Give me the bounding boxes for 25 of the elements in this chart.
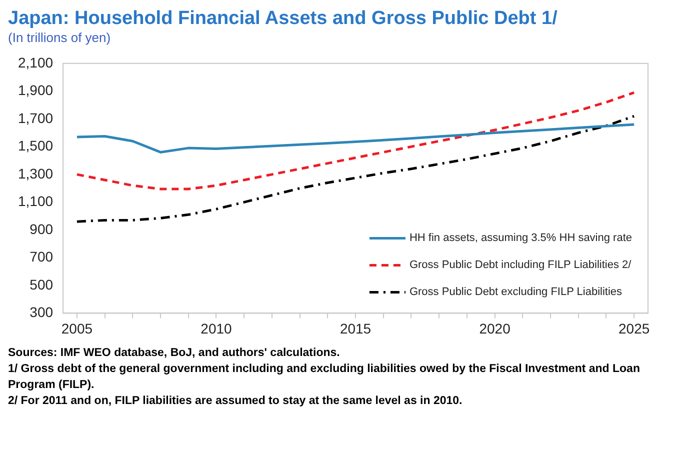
x-tick-label: 2025 <box>618 320 650 336</box>
y-tick-label: 1,500 <box>18 138 54 154</box>
x-tick-label: 2005 <box>61 320 93 336</box>
x-tick-label: 2020 <box>479 320 511 336</box>
legend-label: Gross Public Debt excluding FILP Liabilities <box>409 286 623 298</box>
y-tick-label: 500 <box>30 276 54 292</box>
y-tick-label: 1,100 <box>18 193 54 210</box>
legend-label: Gross Public Debt including FILP Liabilities 2/ <box>409 259 632 272</box>
text: 2/ For 2011 and on, FILP liabilities are assumed to stay at the same level as in 2010. <box>8 394 464 409</box>
y-tick-label: 300 <box>30 304 54 320</box>
x-tick-label: 2010 <box>200 320 232 336</box>
y-tick-label: 2,100 <box>18 54 54 70</box>
y-tick-label: 1,300 <box>18 165 54 182</box>
y-tick-label: 1,900 <box>18 82 54 98</box>
y-tick-label: 1,700 <box>18 110 54 126</box>
chart-title: Japan: Household Financial Assets and Gross Public Debt 1/ <box>8 8 558 30</box>
y-tick-label: 700 <box>30 248 54 265</box>
line-series <box>76 114 636 223</box>
source-note: Sources: IMF WEO database, BoJ, and authors' calculations. <box>8 346 341 361</box>
line-series <box>76 91 636 190</box>
text: 1/ Gross debt of the general government including and excluding liabilities owed by the Fiscal Investment and Loan Program (FILP). <box>8 362 641 393</box>
legend-label: HH fin assets, assuming 3.5% HH saving rate <box>409 232 632 244</box>
x-tick-label: 2015 <box>340 320 372 336</box>
chart-subtitle: (In trillions of yen) <box>8 30 112 45</box>
y-tick-label: 900 <box>30 220 54 237</box>
